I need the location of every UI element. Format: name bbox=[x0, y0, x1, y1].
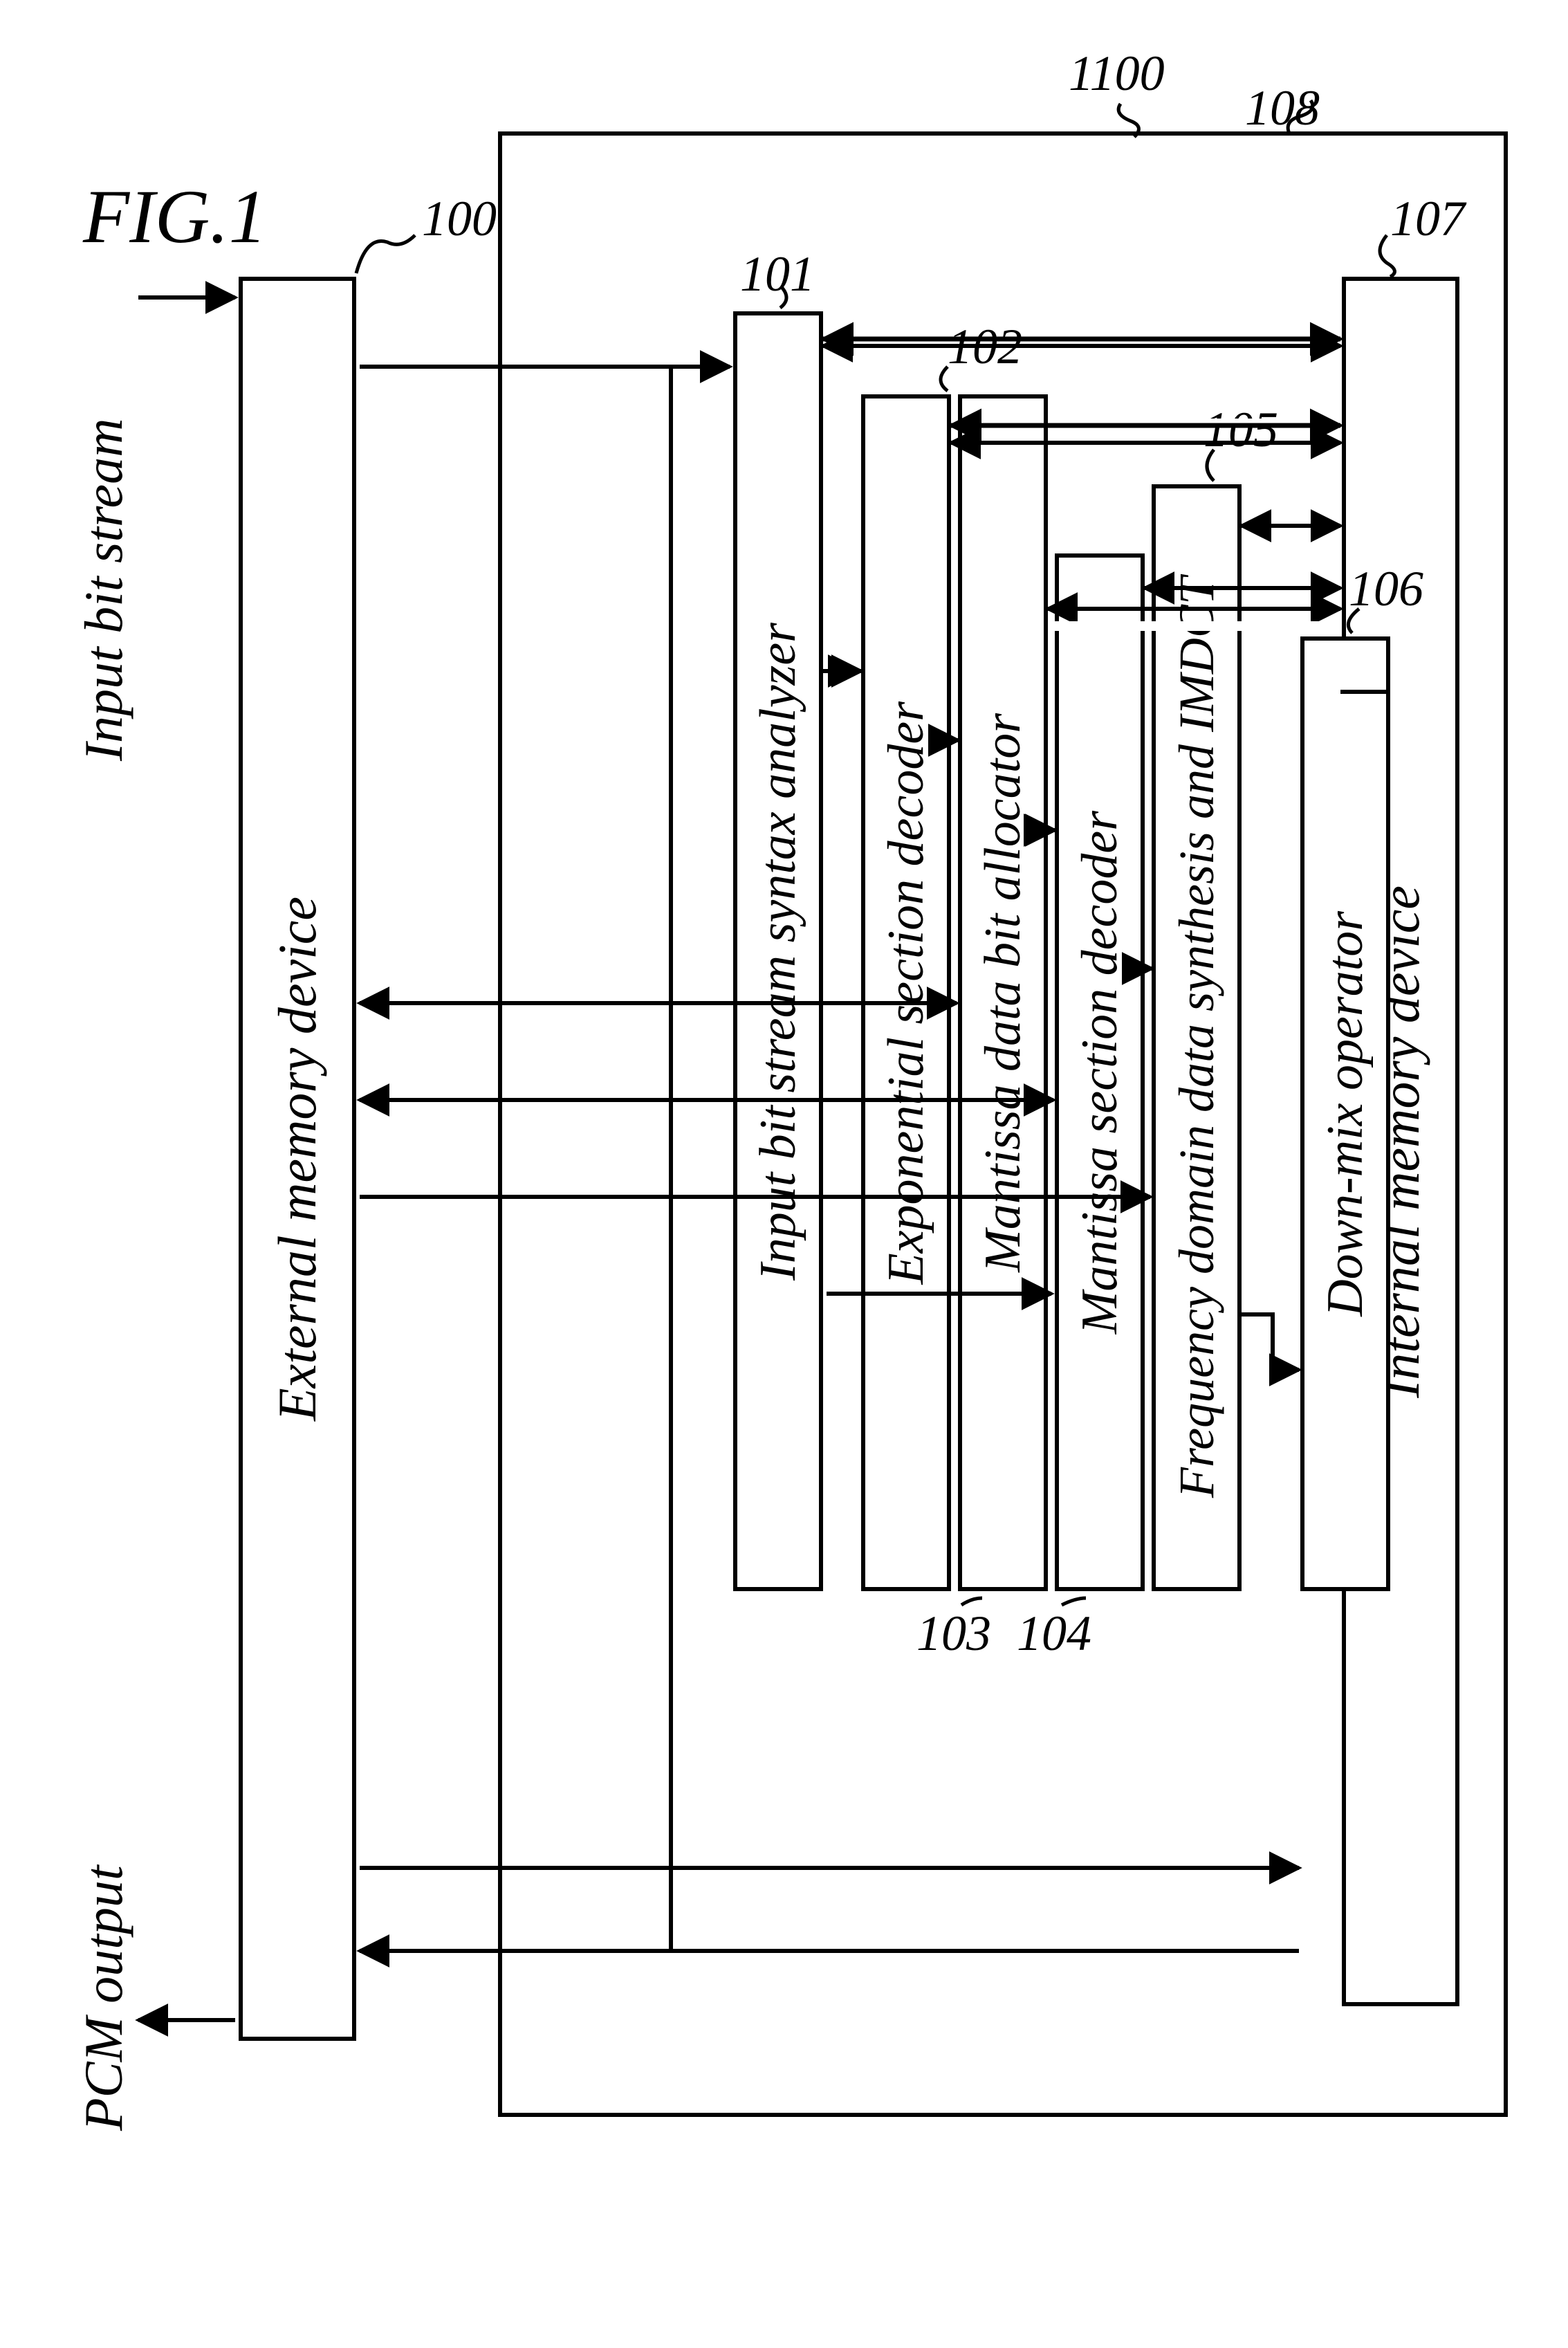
ref-102: 102 bbox=[948, 318, 1022, 376]
ref-104: 104 bbox=[1017, 1605, 1091, 1662]
ref-103: 103 bbox=[916, 1605, 991, 1662]
input-label: Input bit stream bbox=[73, 277, 135, 761]
ref-106: 106 bbox=[1349, 560, 1423, 618]
block-106-label: Down-mix operator bbox=[1316, 911, 1375, 1317]
ref-107: 107 bbox=[1390, 190, 1465, 248]
figure-title: FIG.1 bbox=[83, 173, 267, 261]
external-memory-box: External memory device bbox=[239, 277, 356, 2041]
diagram-canvas: FIG.1 Input bit stream PCM output Extern… bbox=[0, 0, 1568, 2348]
ref-105: 105 bbox=[1203, 401, 1278, 459]
ref-108: 108 bbox=[1245, 80, 1320, 137]
output-label: PCM output bbox=[73, 1785, 135, 2131]
block-103-label: Mantissa data bit allocator bbox=[974, 713, 1033, 1272]
block-103: Mantissa data bit allocator bbox=[958, 394, 1048, 1591]
block-104-label: Mantissa section decoder bbox=[1071, 811, 1129, 1334]
block-105-label: Frequency domain data synthesis and IMDC… bbox=[1168, 577, 1226, 1498]
block-101: Input bit stream syntax analyzer bbox=[733, 311, 823, 1591]
block-101-label: Input bit stream syntax analyzer bbox=[749, 623, 808, 1281]
ref-100: 100 bbox=[422, 190, 497, 248]
block-105: Frequency domain data synthesis and IMDC… bbox=[1152, 484, 1242, 1591]
external-memory-label: External memory device bbox=[266, 897, 329, 1421]
block-102: Exponential section decoder bbox=[861, 394, 951, 1591]
block-106: Down-mix operator bbox=[1300, 636, 1390, 1591]
block-102-label: Exponential section decoder bbox=[877, 701, 936, 1285]
ref-1100: 1100 bbox=[1069, 45, 1165, 102]
block-104: Mantissa section decoder bbox=[1055, 553, 1145, 1591]
ref-101: 101 bbox=[740, 246, 815, 303]
